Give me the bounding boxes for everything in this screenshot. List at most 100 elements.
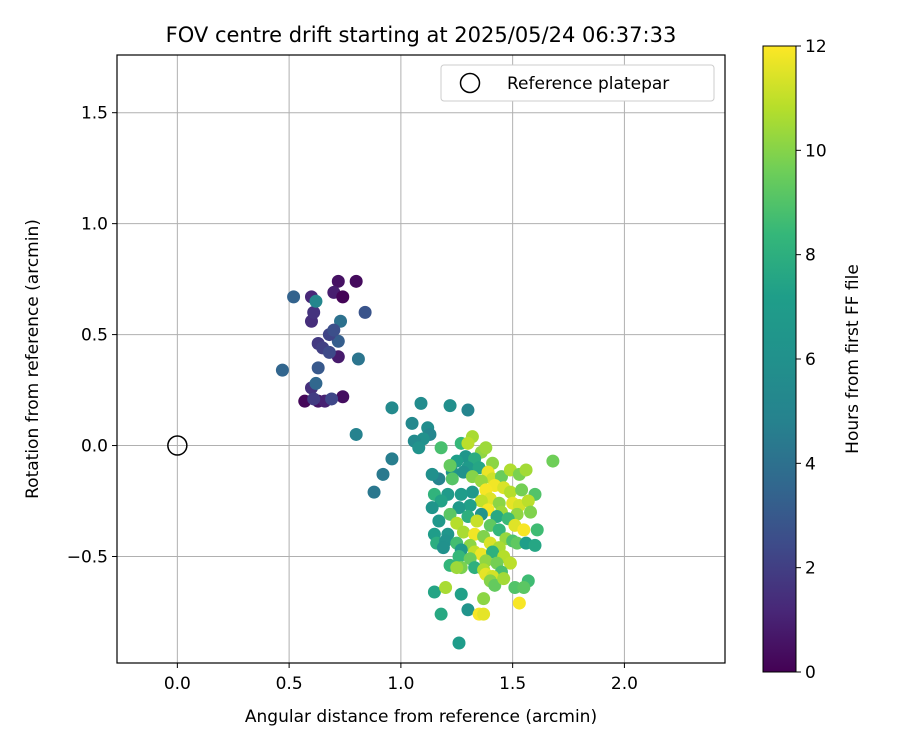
colorbar-tick-label: 6 <box>805 350 816 370</box>
grid <box>117 55 725 663</box>
y-axis-label: Rotation from reference (arcmin) <box>23 219 43 499</box>
x-tick-label: 2.0 <box>611 674 638 694</box>
data-point <box>456 525 470 539</box>
legend: Reference platepar <box>440 64 715 102</box>
data-point <box>336 290 350 304</box>
data-point <box>405 416 419 430</box>
colorbar-label: Hours from first FF file <box>843 264 863 454</box>
data-point <box>515 483 529 497</box>
data-point <box>517 581 531 595</box>
data-point <box>474 494 488 508</box>
data-point <box>322 345 336 359</box>
data-point <box>334 314 348 328</box>
data-point <box>443 507 457 521</box>
y-axis: 1.5 1.0 0.5 0.0 −0.5 <box>67 104 117 567</box>
x-axis: 0.0 0.5 1.0 1.5 2.0 <box>164 663 638 694</box>
data-point <box>512 596 526 610</box>
data-point <box>414 396 428 410</box>
data-point <box>309 294 323 308</box>
legend-marker <box>459 72 481 94</box>
data-point <box>275 363 289 377</box>
colorbar-gradient <box>762 45 797 673</box>
x-axis-label: Angular distance from reference (arcmin) <box>245 707 597 727</box>
data-point <box>461 603 475 617</box>
data-point <box>477 607 491 621</box>
data-point <box>367 485 381 499</box>
colorbar-tick-label: 12 <box>805 37 827 57</box>
legend-label: Reference platepar <box>507 74 669 94</box>
data-point <box>477 592 491 606</box>
x-tick-label: 1.0 <box>387 674 414 694</box>
data-point <box>349 274 363 288</box>
data-point <box>436 541 450 555</box>
reference-platepar-marker <box>167 435 188 456</box>
data-point <box>524 505 538 519</box>
y-tick-label: −0.5 <box>67 547 108 567</box>
data-point <box>465 485 479 499</box>
y-tick-label: 0.0 <box>81 437 108 457</box>
colorbar: 0 2 4 6 8 10 12 Hours from first FF file <box>762 37 863 683</box>
data-point <box>461 403 475 417</box>
data-point <box>508 581 522 595</box>
data-point <box>530 523 544 537</box>
data-point <box>454 487 468 501</box>
data-point <box>385 452 399 466</box>
data-point <box>452 549 466 563</box>
data-point <box>434 607 448 621</box>
reference-marker <box>167 435 188 456</box>
data-point <box>488 578 502 592</box>
data-point <box>494 470 508 484</box>
data-point <box>461 436 475 450</box>
colorbar-tick-label: 8 <box>805 246 816 266</box>
data-point <box>325 392 339 406</box>
data-point <box>425 501 439 515</box>
data-point <box>331 334 345 348</box>
chart-title: FOV centre drift starting at 2025/05/24 … <box>166 23 677 47</box>
data-point <box>492 523 506 537</box>
data-point <box>463 498 477 512</box>
y-tick-label: 1.5 <box>81 104 108 124</box>
colorbar-ticks: 0 2 4 6 8 10 12 <box>796 37 827 683</box>
data-point <box>528 538 542 552</box>
x-tick-label: 0.5 <box>276 674 303 694</box>
data-point <box>309 376 323 390</box>
data-point <box>452 636 466 650</box>
y-tick-label: 0.5 <box>81 326 108 346</box>
data-point <box>434 494 448 508</box>
data-point <box>470 514 484 528</box>
data-point <box>327 323 341 337</box>
data-point <box>517 523 531 537</box>
data-point <box>336 390 350 404</box>
data-point <box>425 467 439 481</box>
data-point <box>450 561 464 575</box>
data-point <box>486 545 500 559</box>
data-point <box>311 361 325 375</box>
colorbar-tick-label: 2 <box>805 559 816 579</box>
data-point <box>519 463 533 477</box>
colorbar-tick-label: 0 <box>805 663 816 683</box>
data-point <box>432 514 446 528</box>
data-point <box>490 510 504 524</box>
data-point <box>450 516 464 530</box>
data-point <box>454 587 468 601</box>
data-point <box>510 536 524 550</box>
data-point <box>445 472 459 486</box>
legend-box <box>440 64 715 102</box>
data-point <box>351 352 365 366</box>
data-point <box>331 274 345 288</box>
x-tick-label: 0.0 <box>164 674 191 694</box>
data-point <box>307 392 321 406</box>
y-tick-label: 1.0 <box>81 215 108 235</box>
data-point <box>307 305 321 319</box>
data-point <box>443 459 457 473</box>
data-points <box>275 274 560 650</box>
data-point <box>439 581 453 595</box>
data-point <box>385 401 399 415</box>
colorbar-tick-label: 10 <box>805 141 827 161</box>
data-point <box>503 556 517 570</box>
x-tick-label: 1.5 <box>499 674 526 694</box>
colorbar-tick-label: 4 <box>805 454 816 474</box>
data-point <box>521 494 535 508</box>
data-point <box>443 399 457 413</box>
